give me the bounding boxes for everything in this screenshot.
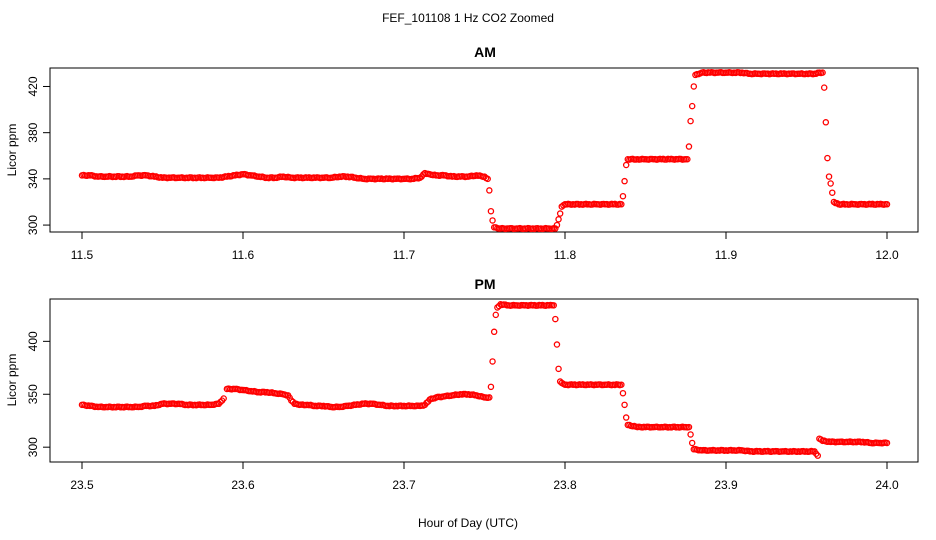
panel-am-x-tick-label: 12.0	[875, 248, 899, 262]
panel-am-data-point	[618, 201, 625, 208]
panel-pm-data-point	[555, 365, 562, 373]
figure-xlabel: Hour of Day (UTC)	[418, 516, 518, 530]
panel-am-data-point	[825, 173, 833, 180]
panel-am-data-point	[489, 217, 496, 224]
panel-am-y-tick-label: 420	[26, 76, 40, 96]
figure-title: FEF_101108 1 Hz CO2 Zoomed	[382, 11, 554, 25]
panel-am-data-point	[487, 207, 495, 215]
panel-am-data-point	[685, 143, 693, 150]
panel-am-data-point	[684, 155, 691, 163]
panel-am-data-point	[883, 201, 891, 208]
panel-pm-data-point	[486, 394, 493, 401]
panel-pm-data-point	[553, 341, 561, 348]
panel-am-y-tick-label: 300	[26, 215, 40, 235]
panel-pm-data-point	[618, 381, 625, 388]
panel-am-x-tick-label: 11.9	[715, 248, 738, 262]
panel-am-data-point	[822, 119, 830, 126]
panel-pm-plot-frame	[49, 298, 919, 463]
panel-pm-x-tick-label: 23.6	[231, 478, 255, 492]
panel-pm-data-point	[621, 401, 628, 409]
panel-pm-y-tick-label: 300	[26, 437, 40, 457]
panel-pm-x-axis: 23.5 23.6 23.7 23.8 23.9 24.0	[70, 461, 899, 492]
panel-am-data-point	[827, 180, 834, 187]
panel-pm-data-point	[687, 431, 694, 438]
panel-am-data-point	[552, 225, 559, 232]
panel-pm-data-point	[688, 439, 696, 447]
panel-am-data-point	[687, 117, 694, 125]
panel-pm-y-tick-label: 350	[26, 384, 40, 404]
panel-pm-data-point	[217, 398, 224, 406]
panel-pm-x-tick-label: 23.8	[553, 478, 577, 492]
panel-am-data-point	[819, 69, 826, 76]
panel-pm-data-point	[492, 311, 500, 319]
panel-am-data-point	[556, 210, 564, 217]
panel-pm-title: PM	[475, 276, 496, 292]
panel-pm-y-axis: 300 350 400	[26, 331, 51, 457]
panel-pm-data-point	[489, 358, 496, 365]
panel-am-data-point	[688, 102, 696, 110]
panel-pm-data-point	[552, 315, 559, 323]
panel-pm-x-tick-label: 24.0	[875, 478, 899, 492]
panel-pm-x-tick-label: 23.7	[392, 478, 416, 492]
panel-am-data-point	[829, 189, 836, 196]
panel-am-points	[78, 68, 891, 233]
panel-pm-x-tick-label: 23.5	[70, 478, 94, 492]
panel-pm-ylabel: Licor ppm	[5, 354, 19, 407]
panel-am-data-point	[484, 175, 491, 183]
panel-am-x-tick-label: 11.7	[393, 248, 416, 262]
panel-am-x-tick-label: 11.8	[554, 248, 577, 262]
panel-am-x-tick-label: 11.6	[232, 248, 255, 262]
panel-am-title: AM	[474, 44, 496, 60]
panel-pm: PM Licor ppm 23.5 23.6 23.7 23.8 23.9 24.0 30…	[5, 276, 919, 492]
panel-am-data-point	[824, 154, 831, 162]
panel-am-data-point	[619, 192, 627, 200]
panel-am-y-tick-label: 380	[26, 122, 40, 142]
panel-am-plot-frame	[49, 67, 919, 233]
panel-pm-data-point	[814, 452, 822, 459]
panel-am-y-axis: 300 340 380 420	[26, 76, 51, 235]
panel-am-data-point	[486, 187, 493, 194]
panel-pm-data-point	[490, 328, 498, 336]
panel-pm-data-point	[550, 302, 557, 309]
panel-pm-points	[78, 301, 891, 459]
panel-am-data-point	[621, 177, 628, 185]
panel-am-x-tick-label: 11.5	[71, 248, 94, 262]
panel-pm-data-point	[619, 389, 627, 397]
panel-pm-data-point	[685, 423, 693, 431]
panel-am-ylabel: Licor ppm	[5, 124, 19, 177]
panel-am-data-point	[690, 83, 698, 90]
panel-am-data-point	[555, 216, 562, 223]
panel-am: AM Licor ppm 11.5 11.6 11.7 11.8 11.9 12.0 30…	[5, 44, 919, 262]
panel-am-data-point	[820, 84, 828, 91]
panel-pm-data-point	[487, 383, 495, 391]
panel-am-x-axis: 11.5 11.6 11.7 11.8 11.9 12.0	[71, 231, 899, 262]
panel-pm-data-point	[622, 414, 630, 421]
panel-pm-data-point	[220, 395, 227, 402]
panel-pm-data-point	[883, 439, 891, 447]
panel-am-y-tick-label: 340	[26, 169, 40, 189]
panel-pm-y-tick-label: 400	[26, 331, 40, 351]
panel-am-data-point	[553, 221, 561, 229]
panel-pm-x-tick-label: 23.9	[714, 478, 738, 492]
panel-am-data-point	[622, 161, 630, 169]
